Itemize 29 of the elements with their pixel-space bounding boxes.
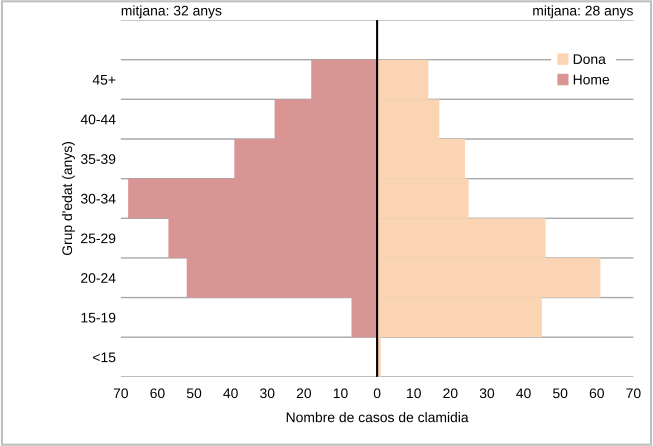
y-tick-label: <15 — [93, 352, 116, 362]
text: mitjana: 28 anys — [533, 5, 633, 18]
x-tick-label: 70 — [626, 388, 641, 398]
x-tick-label: 40 — [516, 388, 531, 398]
y-tick-label: 30-34 — [80, 194, 116, 204]
y-tick-label: 45+ — [92, 75, 116, 85]
x-tick-label: 60 — [590, 388, 604, 398]
text: mitjana: 32 anys — [122, 5, 222, 18]
x-axis-title: Nombre de casos de clamidia — [286, 412, 469, 422]
x-tick-label: 30 — [260, 388, 274, 398]
x-tick-label: 30 — [480, 388, 494, 398]
x-tick-label: 60 — [150, 388, 165, 398]
y-tick-label: 20-24 — [81, 273, 116, 283]
x-tick-label: 0 — [374, 388, 380, 398]
y-tick-label: 15-19 — [81, 312, 116, 323]
y-axis-title: Grup d'edat (anys) — [62, 142, 75, 256]
x-tick-label: 40 — [223, 388, 238, 398]
x-tick-label: 10 — [407, 388, 421, 398]
y-tick-label: 25-29 — [81, 233, 116, 244]
x-tick-label: 70 — [114, 388, 128, 398]
legend-label: Home — [574, 74, 610, 84]
x-tick-label: 20 — [443, 388, 458, 398]
x-tick-label: 10 — [334, 388, 348, 398]
x-tick-label: 50 — [553, 388, 568, 398]
x-tick-label: 20 — [296, 388, 312, 398]
y-tick-label: 40-44 — [80, 114, 116, 124]
legend-label: Dona — [574, 54, 606, 64]
x-tick-label: 50 — [186, 388, 202, 398]
y-tick-label: 35-39 — [80, 154, 116, 164]
